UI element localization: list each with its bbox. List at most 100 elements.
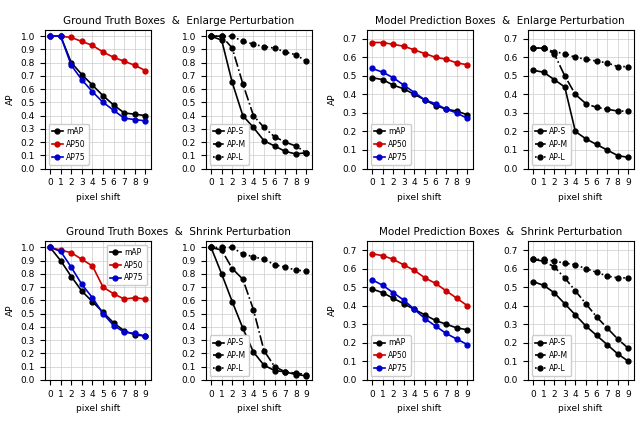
AP-S (550, 77, 558, 82)
AP-S (303, 150, 310, 155)
AP-S (540, 70, 547, 75)
AP50 (120, 59, 128, 64)
Y-axis label: AP: AP (328, 93, 337, 105)
mAP (421, 312, 429, 317)
AP-L (604, 60, 611, 65)
AP50 (379, 40, 387, 45)
AP50 (442, 288, 450, 293)
AP-S (228, 80, 236, 85)
mAP (410, 92, 418, 97)
AP50 (463, 62, 471, 67)
AP75 (463, 342, 471, 347)
AP50 (67, 250, 75, 255)
AP-M (207, 34, 215, 39)
AP-L (593, 59, 600, 64)
AP50 (78, 257, 86, 262)
AP-L (292, 52, 300, 57)
AP75 (78, 77, 86, 82)
AP50 (421, 275, 429, 280)
AP50 (421, 51, 429, 56)
AP-L (218, 34, 225, 39)
mAP (46, 34, 54, 39)
AP-L (604, 273, 611, 279)
mAP (379, 290, 387, 295)
Legend: mAP, AP50, AP75: mAP, AP50, AP75 (107, 245, 147, 285)
X-axis label: pixel shift: pixel shift (237, 404, 281, 413)
AP-M (292, 143, 300, 149)
AP50 (46, 245, 54, 250)
AP75 (442, 331, 450, 336)
AP-L (614, 275, 621, 280)
AP75 (432, 101, 440, 106)
AP-M (303, 372, 310, 377)
Line: AP50: AP50 (47, 34, 148, 73)
AP-S (604, 147, 611, 152)
AP75 (432, 324, 440, 329)
mAP (88, 83, 96, 88)
AP75 (141, 118, 149, 123)
AP-M (250, 307, 257, 312)
Legend: AP-S, AP-M, AP-L: AP-S, AP-M, AP-L (532, 335, 572, 376)
AP-S (561, 84, 568, 89)
AP75 (88, 89, 96, 94)
AP75 (368, 66, 376, 71)
Line: AP-L: AP-L (531, 257, 631, 280)
Legend: AP-S, AP-M, AP-L: AP-S, AP-M, AP-L (209, 124, 250, 165)
AP50 (141, 297, 149, 302)
AP-M (228, 266, 236, 271)
AP-S (625, 155, 632, 160)
AP-M (239, 277, 246, 282)
AP-M (550, 51, 558, 56)
AP50 (141, 68, 149, 73)
AP-M (625, 346, 632, 351)
AP50 (99, 284, 107, 289)
AP75 (453, 111, 461, 116)
X-axis label: pixel shift: pixel shift (397, 404, 442, 413)
AP-L (228, 34, 236, 39)
AP75 (368, 277, 376, 282)
X-axis label: pixel shift: pixel shift (397, 193, 442, 202)
AP75 (78, 282, 86, 287)
AP75 (46, 34, 54, 39)
Line: AP-L: AP-L (209, 34, 309, 64)
AP50 (368, 40, 376, 45)
AP75 (99, 100, 107, 105)
AP-M (593, 105, 600, 110)
mAP (463, 327, 471, 332)
AP-L (207, 245, 215, 250)
AP-S (239, 113, 246, 118)
mAP (110, 103, 118, 108)
AP-M (572, 92, 579, 97)
AP75 (400, 83, 408, 88)
Y-axis label: AP: AP (6, 93, 15, 105)
AP-S (561, 301, 568, 306)
AP-M (271, 364, 278, 369)
AP-M (303, 150, 310, 155)
Line: AP-S: AP-S (531, 68, 631, 160)
AP50 (432, 55, 440, 60)
AP-S (250, 125, 257, 130)
mAP (141, 113, 149, 118)
Line: mAP: mAP (47, 34, 148, 118)
AP-S (614, 352, 621, 357)
AP-S (593, 142, 600, 147)
Line: AP-S: AP-S (209, 245, 309, 378)
mAP (110, 320, 118, 325)
AP-S (292, 372, 300, 377)
AP50 (410, 47, 418, 52)
AP75 (131, 117, 139, 122)
AP-L (625, 275, 632, 280)
AP-L (303, 269, 310, 274)
AP50 (88, 43, 96, 48)
Line: AP50: AP50 (369, 252, 470, 308)
AP-S (239, 326, 246, 331)
mAP (131, 332, 139, 337)
mAP (453, 325, 461, 330)
AP-L (540, 46, 547, 51)
AP75 (141, 333, 149, 338)
AP-L (572, 55, 579, 60)
AP-M (250, 113, 257, 118)
AP-M (260, 348, 268, 353)
AP-M (218, 248, 225, 253)
AP-M (282, 140, 289, 145)
